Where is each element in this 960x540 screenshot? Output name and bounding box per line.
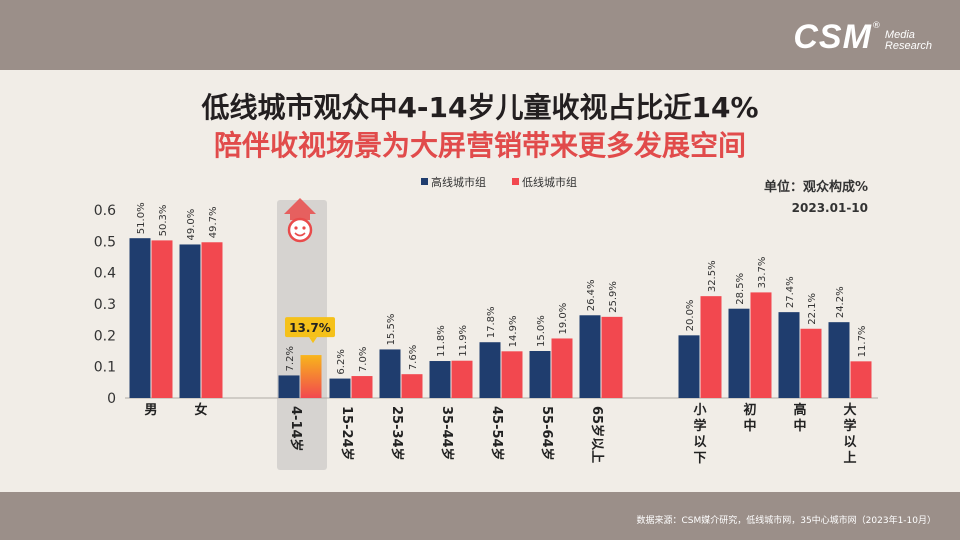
data-label: 20.0% bbox=[685, 300, 696, 332]
x-tick-label: 男 bbox=[144, 403, 157, 418]
bar-high bbox=[278, 375, 300, 398]
child-face-icon bbox=[287, 217, 313, 243]
y-tick-label: 0.5 bbox=[94, 234, 116, 250]
bar-low bbox=[551, 338, 573, 398]
title-line-1: 低线城市观众中4-14岁儿童收视占比近14% bbox=[201, 91, 759, 124]
data-label: 28.5% bbox=[735, 273, 746, 305]
data-label: 11.7% bbox=[857, 326, 868, 358]
bar-high bbox=[579, 315, 601, 398]
source-note: 数据来源：CSM媒介研究，低线城市网，35中心城市网（2023年1-10月） bbox=[636, 516, 936, 526]
x-tick-label: 女 bbox=[194, 402, 207, 418]
y-tick-label: 0.3 bbox=[94, 297, 116, 313]
legend-label-low: 低线城市组 bbox=[522, 175, 577, 189]
data-label: 22.1% bbox=[807, 293, 818, 325]
bar-high bbox=[129, 238, 151, 398]
highlight-badge bbox=[285, 317, 335, 338]
data-label: 11.9% bbox=[458, 325, 469, 357]
data-label: 25.9% bbox=[608, 281, 619, 313]
bar-high bbox=[529, 351, 551, 398]
bar-high bbox=[479, 342, 501, 398]
highlight-badge-pointer bbox=[309, 337, 317, 344]
bar-low bbox=[300, 355, 322, 398]
bar-low bbox=[201, 242, 223, 398]
x-tick-label: 小学以下 bbox=[693, 403, 706, 466]
bar-high bbox=[379, 349, 401, 398]
csm-logo: CSM ® Media Research bbox=[793, 18, 932, 57]
bottom-banner: 数据来源：CSM媒介研究，低线城市网，35中心城市网（2023年1-10月） bbox=[0, 492, 960, 540]
data-label: 6.2% bbox=[336, 349, 347, 374]
x-tick-label: 初中 bbox=[743, 402, 756, 434]
period-label: 2023.01-10 bbox=[792, 201, 868, 215]
bar-high bbox=[329, 378, 351, 398]
data-label: 17.8% bbox=[486, 306, 497, 338]
data-label: 50.3% bbox=[158, 205, 169, 237]
x-tick-label: 大学以上 bbox=[843, 402, 856, 466]
child-face-eye-left bbox=[294, 226, 298, 230]
y-tick-label: 0.4 bbox=[94, 266, 116, 282]
bar-low bbox=[850, 361, 872, 398]
data-label: 49.7% bbox=[208, 206, 219, 238]
child-face-eye-right bbox=[302, 226, 306, 230]
data-label: 7.2% bbox=[285, 346, 296, 371]
bar-high bbox=[678, 335, 700, 398]
bar-low bbox=[800, 328, 822, 398]
logo-text: CSM bbox=[793, 18, 872, 56]
data-label: 51.0% bbox=[136, 202, 147, 234]
data-label: 26.4% bbox=[586, 279, 597, 311]
unit-label: 单位：观众构成% bbox=[764, 179, 868, 195]
bar-high bbox=[179, 244, 201, 398]
child-face-mouth bbox=[294, 232, 306, 237]
title-line-2: 陪伴收视场景为大屏营销带来更多发展空间 bbox=[213, 129, 746, 162]
data-label: 14.9% bbox=[508, 316, 519, 348]
data-label: 7.0% bbox=[358, 347, 369, 372]
x-tick-label: 45-54岁 bbox=[489, 406, 505, 461]
x-tick-label: 35-44岁 bbox=[439, 406, 455, 461]
x-tick-label: 25-34岁 bbox=[389, 406, 405, 461]
y-tick-label: 0 bbox=[107, 391, 116, 407]
bar-high bbox=[429, 361, 451, 398]
logo-sub-line2: Research bbox=[884, 39, 932, 52]
data-label: 15.0% bbox=[536, 315, 547, 347]
data-label: 19.0% bbox=[558, 303, 569, 335]
x-tick-label: 4-14岁 bbox=[288, 406, 304, 452]
bar-low bbox=[750, 292, 772, 398]
x-tick-label: 15-24岁 bbox=[339, 406, 355, 461]
y-tick-label: 0.2 bbox=[94, 328, 116, 344]
up-arrow-icon bbox=[284, 198, 316, 220]
bar-low bbox=[351, 376, 373, 398]
x-tick-label: 高中 bbox=[793, 402, 806, 434]
legend-label-high: 高线城市组 bbox=[431, 175, 486, 189]
bar-low bbox=[451, 360, 473, 398]
data-label: 11.8% bbox=[436, 325, 447, 357]
registered-mark: ® bbox=[871, 20, 881, 31]
bar-high bbox=[728, 308, 750, 398]
logo-subtext: Media Research bbox=[884, 28, 932, 52]
bar-low bbox=[601, 316, 623, 398]
data-label: 33.7% bbox=[757, 257, 768, 289]
highlight-value: 13.7% bbox=[289, 321, 331, 335]
bar-low bbox=[401, 374, 423, 398]
data-label: 27.4% bbox=[785, 276, 796, 308]
top-banner: CSM ® Media Research bbox=[0, 0, 960, 70]
data-label: 49.0% bbox=[186, 209, 197, 241]
x-tick-label: 65岁以上 bbox=[589, 406, 605, 463]
bar-high bbox=[828, 322, 850, 398]
x-tick-label: 55-64岁 bbox=[539, 406, 555, 461]
legend-swatch-low bbox=[512, 178, 519, 185]
legend-swatch-high bbox=[421, 178, 428, 185]
bar-low bbox=[501, 351, 523, 398]
data-label: 24.2% bbox=[835, 286, 846, 318]
logo-sub-line1: Media bbox=[884, 28, 915, 41]
data-label: 32.5% bbox=[707, 260, 718, 292]
bar-low bbox=[151, 240, 173, 398]
data-label: 7.6% bbox=[408, 345, 419, 370]
y-tick-label: 0.6 bbox=[94, 203, 116, 219]
bar-low bbox=[700, 296, 722, 398]
data-label: 15.5% bbox=[386, 314, 397, 346]
bar-high bbox=[778, 312, 800, 398]
y-tick-label: 0.1 bbox=[94, 360, 116, 376]
